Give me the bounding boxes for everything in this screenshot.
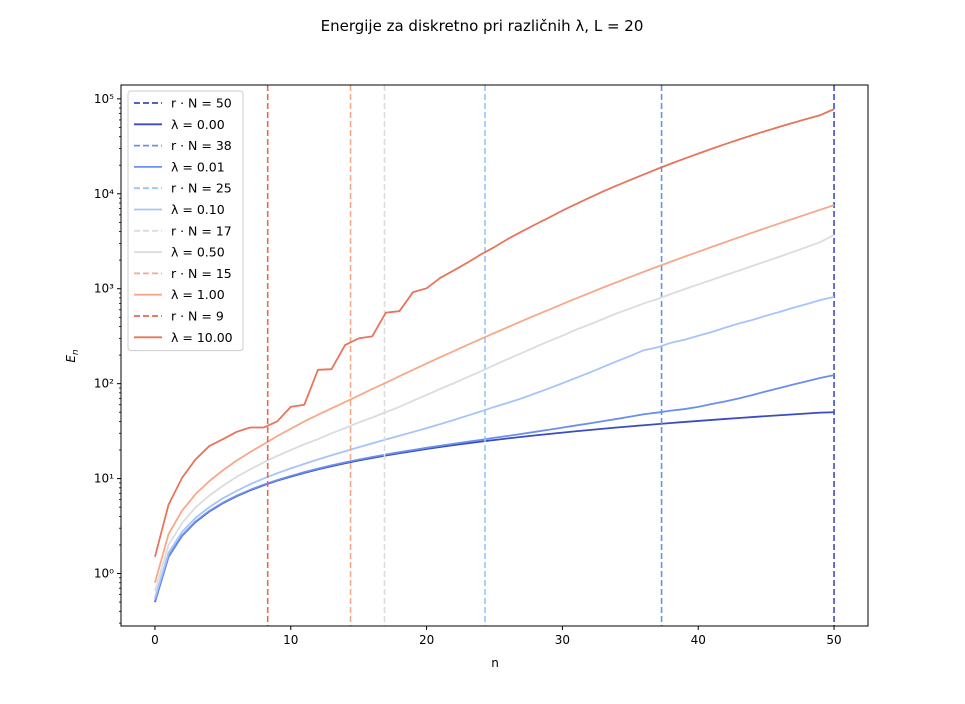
legend-label: λ = 0.01 xyxy=(171,159,225,174)
x-tick-label: 20 xyxy=(419,633,434,647)
y-tick-label: 10⁴ xyxy=(94,187,114,201)
plot-frame xyxy=(120,84,869,627)
series-line xyxy=(154,374,835,602)
x-tick-label: 0 xyxy=(151,633,159,647)
y-tick-label: 10¹ xyxy=(94,472,114,486)
legend-label: r · N = 15 xyxy=(171,266,232,281)
series-line xyxy=(154,204,835,583)
legend: r · N = 50 λ = 0.00 r · N = 38 λ = 0.01 r · … xyxy=(127,90,244,352)
chart-title: Energije za diskretno pri različnih λ, L… xyxy=(321,17,644,35)
legend-label: λ = 0.50 xyxy=(171,245,225,260)
x-axis-label: n xyxy=(491,656,499,670)
y-tick-label: 10⁰ xyxy=(94,567,114,581)
legend-label: r · N = 50 xyxy=(171,96,232,111)
x-tick-label: 40 xyxy=(691,633,706,647)
series-line xyxy=(154,108,835,558)
legend-box xyxy=(127,90,244,352)
y-tick-label: 10³ xyxy=(94,282,114,296)
y-tick-label: 10² xyxy=(94,377,114,391)
legend-label: λ = 0.10 xyxy=(171,202,225,217)
y-axis-label: En xyxy=(64,349,81,363)
x-tick-label: 30 xyxy=(555,633,570,647)
legend-label: r · N = 17 xyxy=(171,223,232,238)
series-line xyxy=(154,411,835,603)
x-tick-label: 50 xyxy=(826,633,841,647)
plot-area xyxy=(154,85,835,626)
legend-label: λ = 1.00 xyxy=(171,287,225,302)
legend-label: r · N = 25 xyxy=(171,181,232,196)
legend-label: r · N = 38 xyxy=(171,138,232,153)
y-tick-label: 10⁵ xyxy=(94,92,114,106)
legend-label: λ = 0.00 xyxy=(171,117,225,132)
series-line xyxy=(154,233,835,592)
legend-label: λ = 10.00 xyxy=(171,330,233,345)
x-tick-label: 10 xyxy=(283,633,298,647)
legend-label: r · N = 9 xyxy=(171,309,224,324)
